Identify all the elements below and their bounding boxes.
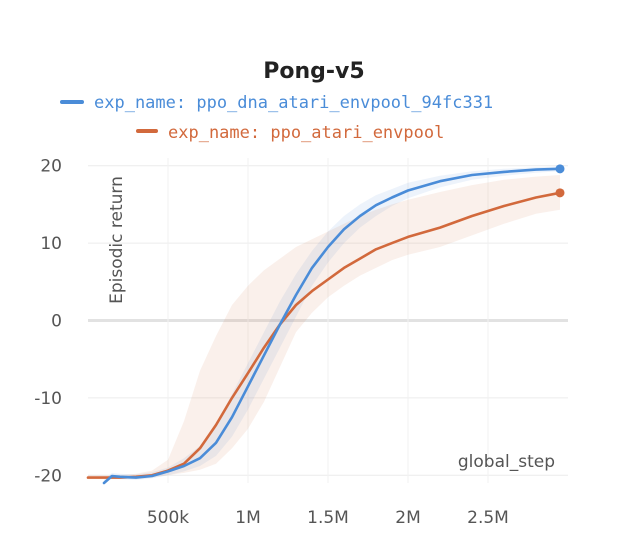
series-1-end-point bbox=[555, 164, 565, 174]
y-tick-label: -10 bbox=[34, 389, 62, 409]
series-2-end-point bbox=[555, 188, 565, 198]
x-tick-label: 500k bbox=[147, 508, 189, 528]
y-tick-label: -20 bbox=[34, 466, 62, 486]
chart-title: Pong-v5 bbox=[263, 59, 364, 84]
x-tick-label: 1M bbox=[235, 508, 260, 528]
x-tick-label: 2.5M bbox=[467, 508, 509, 528]
y-tick-label: 0 bbox=[51, 312, 62, 332]
legend: exp_name: ppo_dna_atari_envpool_94fc331 … bbox=[60, 93, 493, 143]
series-lines bbox=[86, 164, 565, 485]
x-tick-label: 2M bbox=[395, 508, 420, 528]
series-2-band bbox=[88, 175, 560, 480]
y-tick-label: 10 bbox=[40, 234, 62, 254]
series-1-line bbox=[102, 167, 562, 485]
tick-labels: -20 -10 0 10 20 500k 1M 1.5M 2M 2.5M bbox=[34, 157, 509, 528]
x-tick-label: 1.5M bbox=[307, 508, 349, 528]
y-axis-label: Episodic return bbox=[107, 176, 127, 304]
y-tick-label: 20 bbox=[40, 157, 62, 177]
x-axis-label: global_step bbox=[458, 452, 555, 472]
legend-label-series-2: exp_name: ppo_atari_envpool bbox=[168, 123, 444, 143]
series-1-band bbox=[104, 166, 560, 483]
legend-label-series-1: exp_name: ppo_dna_atari_envpool_94fc331 bbox=[94, 93, 493, 113]
confidence-bands bbox=[88, 166, 560, 483]
